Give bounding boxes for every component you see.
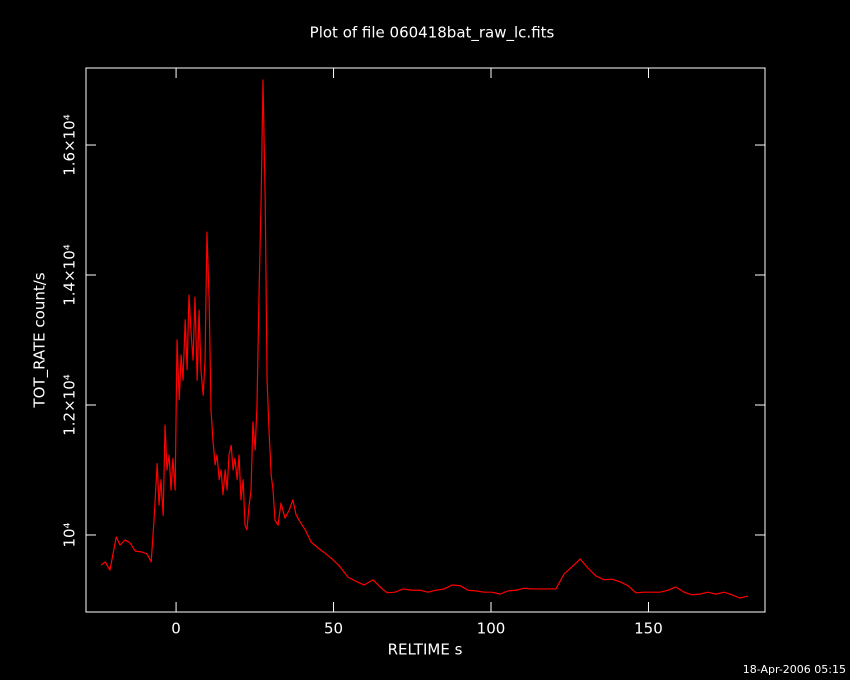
- plot-frame: [85, 67, 766, 613]
- x-tick-label: 0: [171, 620, 181, 638]
- timestamp: 18-Apr-2006 05:15: [743, 663, 846, 676]
- y-tick-label: 1.2×10⁴: [61, 374, 79, 436]
- y-tick-label: 1.4×10⁴: [61, 244, 79, 306]
- y-axis-label: TOT_RATE count/s: [31, 272, 50, 408]
- x-tick-label: 100: [477, 620, 506, 638]
- y-tick-label: 1.6×10⁴: [61, 114, 79, 176]
- x-tick-label: 50: [324, 620, 343, 638]
- chart-title: Plot of file 060418bat_raw_lc.fits: [310, 24, 555, 43]
- y-tick-label: 10⁴: [61, 522, 79, 547]
- x-tick-label: 150: [634, 620, 663, 638]
- light-curve: [100, 79, 749, 599]
- x-axis-label: RELTIME s: [388, 641, 463, 659]
